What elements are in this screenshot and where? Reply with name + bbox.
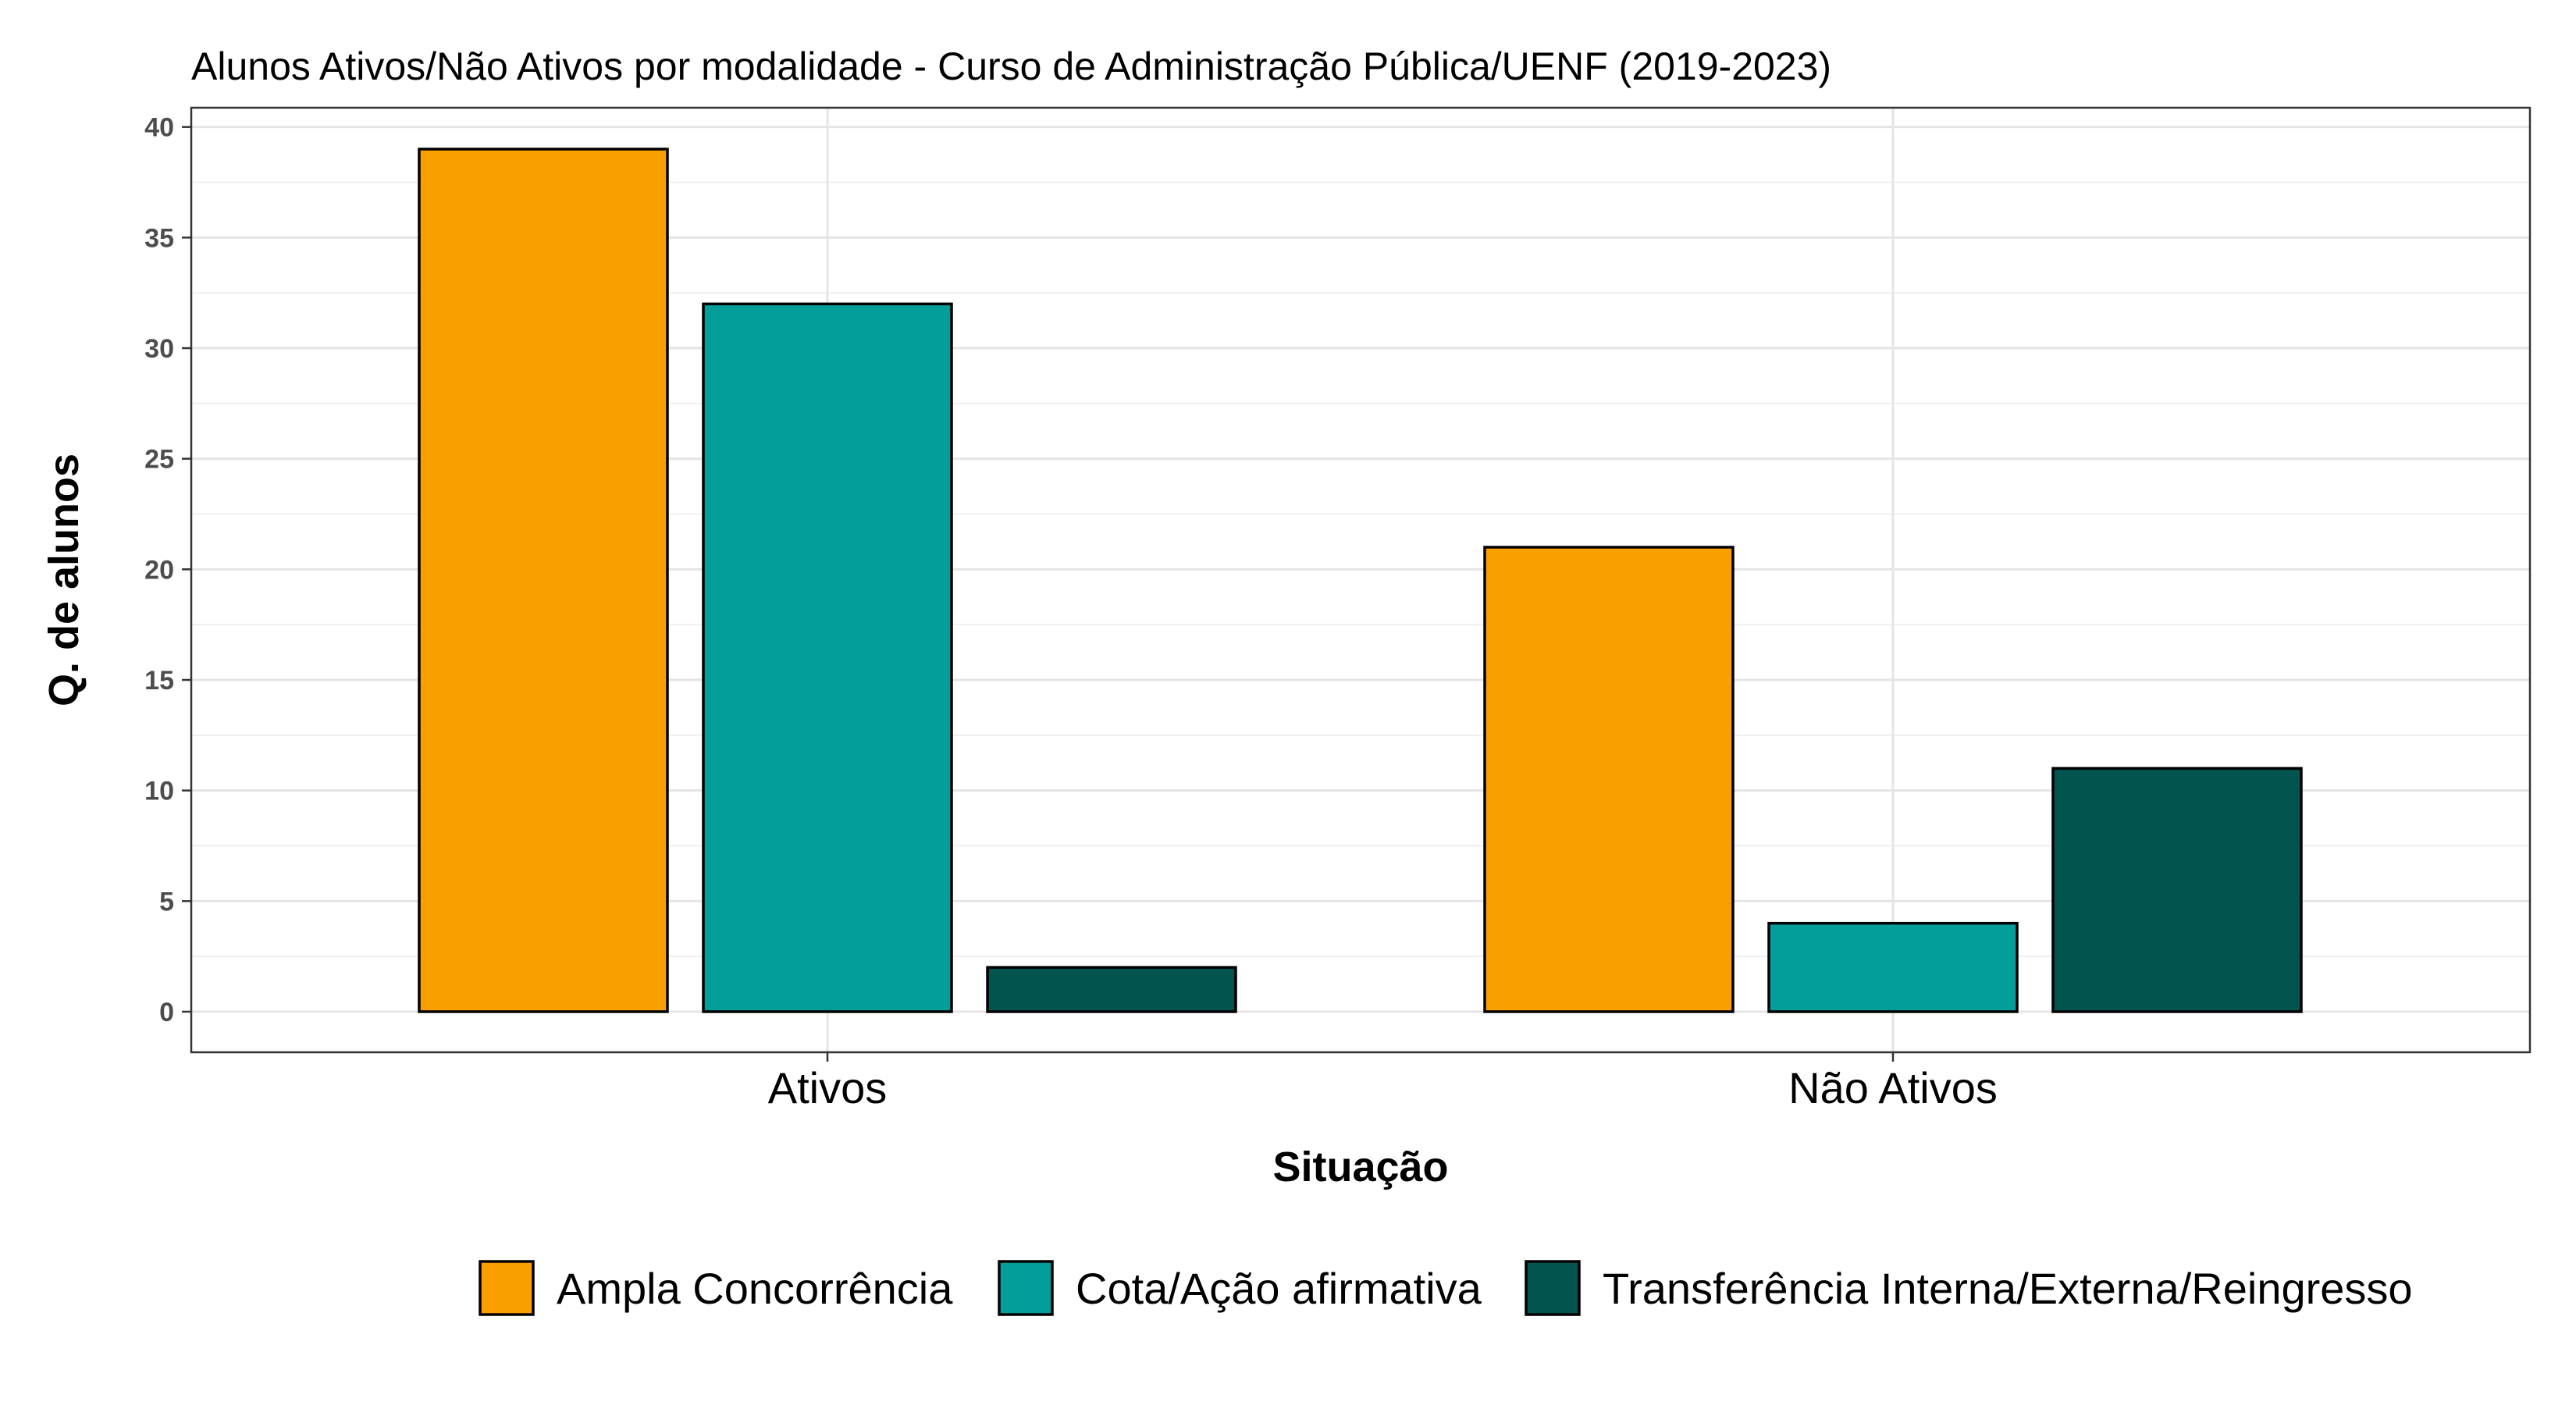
y-tick-label: 10	[144, 777, 174, 806]
y-tick-label: 35	[144, 223, 174, 253]
legend-item: Cota/Ação afirmativa	[998, 1260, 1482, 1316]
legend-item: Transferência Interna/Externa/Reingresso	[1525, 1260, 2413, 1316]
bars	[418, 148, 2303, 1013]
x-axis-label: Situação	[1272, 1144, 1448, 1190]
legend-swatch	[998, 1260, 1054, 1316]
y-tick-label: 0	[159, 998, 174, 1027]
y-tick-label: 20	[144, 555, 174, 585]
legend-swatch	[1525, 1260, 1581, 1316]
legend-item: Ampla Concorrência	[479, 1260, 953, 1316]
y-axis-label: Q. de alunos	[41, 454, 87, 706]
legend-label: Cota/Ação afirmativa	[1076, 1264, 1482, 1313]
bar	[702, 302, 953, 1013]
x-axis: Ativos Não Ativos	[768, 1052, 1998, 1112]
bar	[418, 148, 669, 1013]
bar	[1483, 546, 1735, 1013]
legend-label: Transferência Interna/Externa/Reingresso	[1603, 1264, 2413, 1313]
legend-label: Ampla Concorrência	[557, 1264, 953, 1313]
plot-border	[190, 106, 2532, 1054]
y-tick-label: 40	[144, 113, 174, 143]
legend-swatch	[479, 1260, 535, 1316]
y-axis: 0 5 10 15 20 25 30 35 40	[144, 113, 191, 1027]
x-tick-label: Ativos	[768, 1063, 888, 1112]
bar	[1767, 921, 2019, 1013]
y-tick-label: 25	[144, 445, 174, 475]
chart-title: Alunos Ativos/Não Ativos por modalidade …	[191, 44, 1831, 88]
y-tick-label: 5	[159, 887, 174, 916]
x-tick-label: Não Ativos	[1788, 1063, 1998, 1112]
bar	[986, 966, 1237, 1013]
y-tick-label: 15	[144, 666, 174, 696]
legend: Ampla Concorrência Cota/Ação afirmativa Tr…	[479, 1260, 2413, 1316]
y-tick-label: 30	[144, 334, 174, 364]
bar	[2051, 767, 2303, 1013]
